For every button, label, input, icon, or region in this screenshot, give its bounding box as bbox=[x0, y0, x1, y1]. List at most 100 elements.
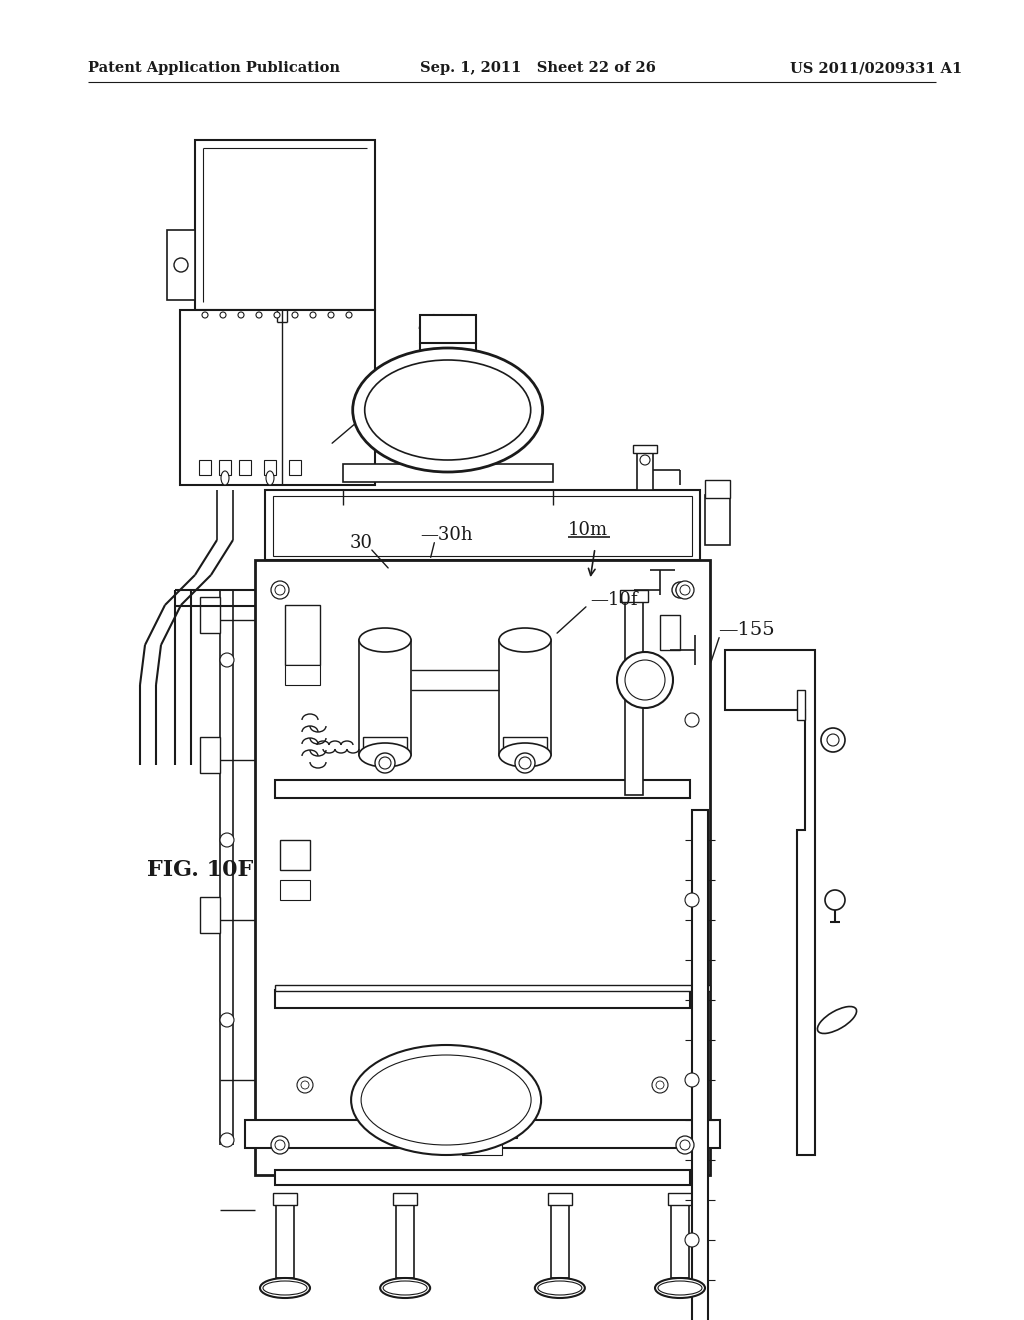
Circle shape bbox=[672, 582, 688, 598]
Bar bbox=[280, 840, 310, 870]
Bar bbox=[264, 459, 276, 475]
Bar bbox=[265, 490, 700, 560]
Bar bbox=[195, 140, 375, 310]
Circle shape bbox=[825, 890, 845, 909]
Bar bbox=[359, 640, 411, 755]
Bar bbox=[239, 459, 251, 475]
Circle shape bbox=[625, 660, 665, 700]
Bar bbox=[797, 690, 805, 719]
Ellipse shape bbox=[383, 1280, 427, 1295]
Circle shape bbox=[220, 312, 226, 318]
Text: US 2011/0209331 A1: US 2011/0209331 A1 bbox=[790, 61, 963, 75]
Bar bbox=[668, 1193, 692, 1205]
Circle shape bbox=[676, 1137, 694, 1154]
Bar bbox=[180, 310, 375, 484]
Bar bbox=[245, 1119, 720, 1148]
Circle shape bbox=[652, 1077, 668, 1093]
Circle shape bbox=[375, 752, 395, 774]
Bar bbox=[362, 737, 407, 759]
Circle shape bbox=[685, 894, 699, 907]
Bar bbox=[275, 1170, 690, 1185]
Circle shape bbox=[292, 312, 298, 318]
Bar bbox=[637, 450, 653, 490]
Circle shape bbox=[617, 652, 673, 708]
Ellipse shape bbox=[535, 1278, 585, 1298]
Bar bbox=[275, 985, 710, 991]
Ellipse shape bbox=[655, 1278, 705, 1298]
Bar bbox=[551, 1203, 569, 1278]
Bar bbox=[692, 810, 708, 1320]
Bar bbox=[285, 605, 319, 665]
Circle shape bbox=[301, 1081, 309, 1089]
Circle shape bbox=[680, 1140, 690, 1150]
Circle shape bbox=[680, 585, 690, 595]
Bar bbox=[276, 1203, 294, 1278]
Circle shape bbox=[271, 1137, 289, 1154]
Ellipse shape bbox=[365, 360, 530, 459]
Circle shape bbox=[220, 653, 234, 667]
Bar bbox=[620, 590, 648, 602]
Circle shape bbox=[297, 1077, 313, 1093]
Circle shape bbox=[640, 455, 650, 465]
Circle shape bbox=[220, 1133, 234, 1147]
Ellipse shape bbox=[538, 1280, 582, 1295]
Circle shape bbox=[379, 756, 391, 770]
Bar bbox=[396, 1203, 414, 1278]
Bar bbox=[219, 459, 231, 475]
Circle shape bbox=[346, 312, 352, 318]
Circle shape bbox=[220, 1012, 234, 1027]
Circle shape bbox=[685, 1233, 699, 1247]
Bar bbox=[273, 496, 692, 556]
Circle shape bbox=[238, 312, 244, 318]
Circle shape bbox=[202, 312, 208, 318]
Bar bbox=[499, 640, 551, 755]
Circle shape bbox=[676, 586, 684, 594]
Bar bbox=[275, 780, 690, 799]
Ellipse shape bbox=[817, 1007, 857, 1034]
Circle shape bbox=[275, 585, 285, 595]
Ellipse shape bbox=[499, 743, 551, 767]
Text: —10f: —10f bbox=[590, 591, 638, 609]
Circle shape bbox=[275, 1140, 285, 1150]
Bar bbox=[625, 595, 643, 795]
Ellipse shape bbox=[361, 1055, 531, 1144]
Circle shape bbox=[685, 713, 699, 727]
Circle shape bbox=[827, 734, 839, 746]
Bar bbox=[285, 665, 319, 685]
Circle shape bbox=[656, 1081, 664, 1089]
Circle shape bbox=[174, 257, 188, 272]
Ellipse shape bbox=[221, 471, 229, 484]
Circle shape bbox=[685, 1073, 699, 1086]
Circle shape bbox=[256, 312, 262, 318]
Bar bbox=[200, 737, 220, 774]
Circle shape bbox=[328, 312, 334, 318]
Bar bbox=[462, 1135, 502, 1155]
Bar bbox=[393, 1193, 417, 1205]
Bar bbox=[273, 1193, 297, 1205]
Bar bbox=[167, 230, 195, 300]
Ellipse shape bbox=[380, 1278, 430, 1298]
Bar bbox=[289, 459, 301, 475]
Ellipse shape bbox=[499, 628, 551, 652]
Circle shape bbox=[515, 752, 535, 774]
Circle shape bbox=[220, 833, 234, 847]
Bar bbox=[275, 990, 690, 1008]
Text: Patent Application Publication: Patent Application Publication bbox=[88, 61, 340, 75]
Bar bbox=[343, 465, 553, 482]
Circle shape bbox=[519, 756, 531, 770]
Bar bbox=[507, 1130, 517, 1138]
Text: —155: —155 bbox=[718, 620, 774, 639]
Ellipse shape bbox=[351, 1045, 541, 1155]
Text: 55: 55 bbox=[385, 389, 410, 407]
Text: Sep. 1, 2011   Sheet 22 of 26: Sep. 1, 2011 Sheet 22 of 26 bbox=[420, 61, 656, 75]
Text: —30h: —30h bbox=[420, 525, 473, 544]
Circle shape bbox=[821, 729, 845, 752]
Ellipse shape bbox=[359, 628, 411, 652]
Text: 10m: 10m bbox=[568, 521, 608, 539]
Bar bbox=[548, 1193, 571, 1205]
Text: 30: 30 bbox=[350, 535, 373, 552]
Bar bbox=[420, 315, 476, 343]
Text: FIG. 10F: FIG. 10F bbox=[147, 859, 253, 880]
Circle shape bbox=[474, 1077, 490, 1093]
Bar bbox=[671, 1203, 689, 1278]
